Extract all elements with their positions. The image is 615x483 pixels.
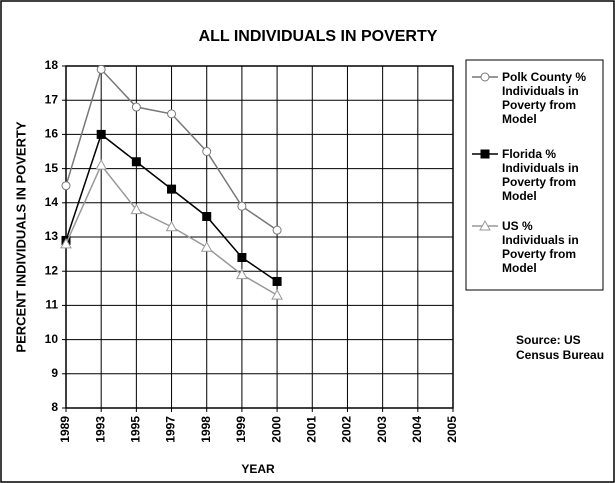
y-tick-label: 11 <box>45 298 58 312</box>
legend-item: Florida % Individuals in Poverty from Mo… <box>470 147 602 203</box>
marker <box>96 129 106 139</box>
marker <box>167 109 177 119</box>
x-tick-label: 1998 <box>199 416 213 443</box>
x-tick-label: 2004 <box>410 416 424 443</box>
marker <box>479 219 491 231</box>
legend-box <box>465 59 604 291</box>
marker <box>167 184 177 194</box>
x-tick-label: 1995 <box>129 416 143 443</box>
marker <box>480 72 490 82</box>
marker <box>95 159 108 170</box>
source-note: Source: US Census Bureau <box>516 333 605 362</box>
y-tick-label: 9 <box>51 366 58 380</box>
marker <box>60 237 72 249</box>
x-tick-label: 2000 <box>269 416 283 443</box>
x-tick-label: 1989 <box>58 416 72 443</box>
legend-label: US % Individuals in Poverty from Model <box>502 219 579 275</box>
marker <box>165 220 178 232</box>
marker <box>237 201 247 211</box>
marker <box>202 147 212 156</box>
x-tick-label: 1999 <box>234 416 248 443</box>
marker <box>271 289 283 300</box>
marker <box>200 241 213 252</box>
x-tick-label: 2003 <box>375 416 389 443</box>
marker <box>480 149 490 159</box>
x-tick-label: 1997 <box>164 416 178 443</box>
x-axis-label: YEAR <box>241 462 275 476</box>
legend-label: Florida % Individuals in Poverty from Mo… <box>502 147 579 203</box>
marker <box>61 181 71 191</box>
x-tick-label: 2005 <box>445 416 459 443</box>
marker <box>202 211 212 221</box>
chart-title: ALL INDIVIDUALS IN POVERTY <box>199 28 438 45</box>
y-tick-label: 10 <box>45 332 59 346</box>
legend-label: Polk County % Individuals in Poverty fro… <box>502 70 587 126</box>
x-tick-label: 2002 <box>340 416 354 443</box>
y-tick-label: 15 <box>45 161 59 175</box>
marker <box>237 253 247 263</box>
marker <box>236 268 248 280</box>
marker <box>130 203 143 215</box>
legend-swatch <box>472 219 498 231</box>
legend-swatch <box>472 149 498 159</box>
y-tick-label: 18 <box>45 58 59 72</box>
marker <box>131 157 141 167</box>
marker <box>272 276 282 286</box>
x-tick-label: 2001 <box>304 416 318 443</box>
y-tick-label: 14 <box>45 195 59 209</box>
marker <box>131 102 141 112</box>
y-tick-label: 17 <box>45 92 59 106</box>
y-tick-label: 12 <box>45 263 59 277</box>
marker <box>272 225 282 235</box>
legend-item: Polk County % Individuals in Poverty fro… <box>470 70 602 126</box>
y-axis-label: PERCENT INDIVIDUALS IN POVERTY <box>13 121 28 352</box>
y-tick-label: 13 <box>45 229 59 243</box>
x-tick-label: 1993 <box>93 416 107 443</box>
legend-item: US % Individuals in Poverty from Model <box>470 219 602 275</box>
legend-swatch <box>472 72 498 82</box>
y-tick-label: 16 <box>45 127 59 141</box>
marker <box>96 64 106 74</box>
y-tick-label: 8 <box>51 400 58 414</box>
